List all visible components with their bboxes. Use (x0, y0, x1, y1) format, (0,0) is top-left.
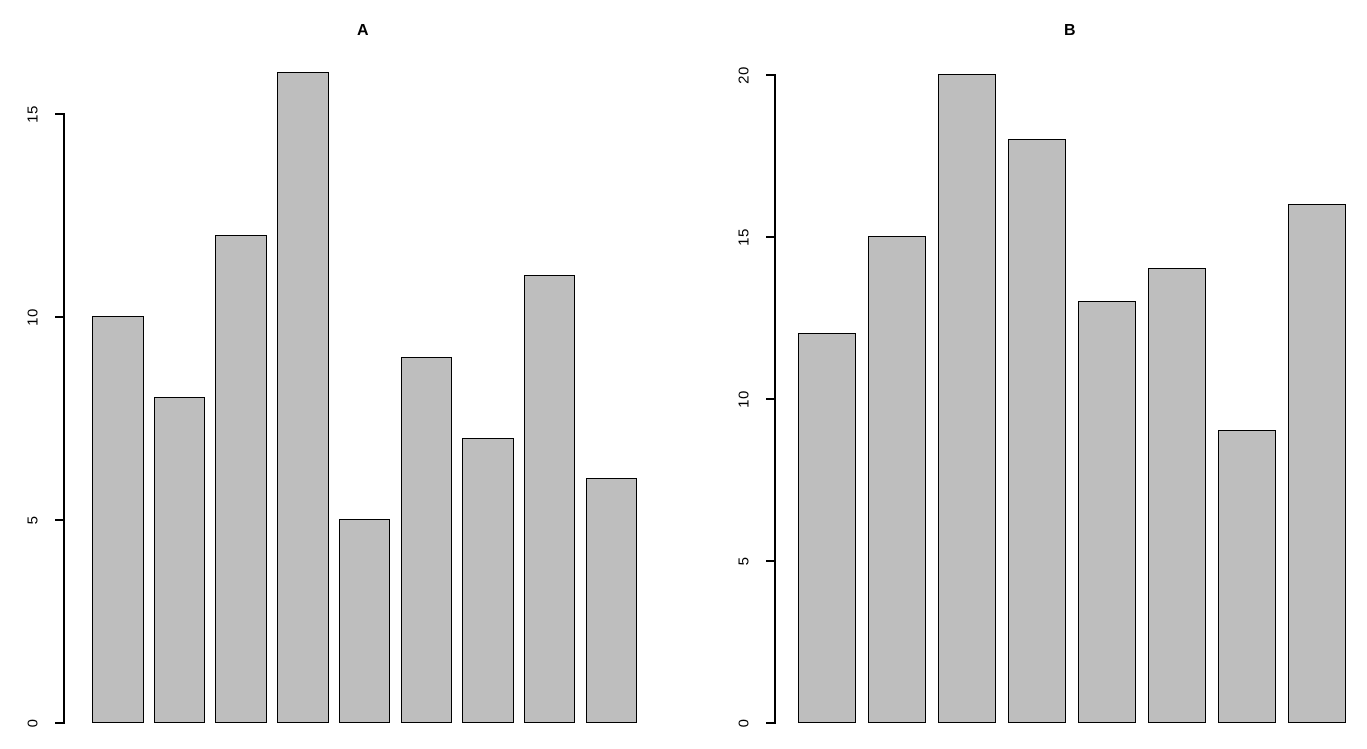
y-axis-tick (766, 398, 774, 400)
y-axis-tick (55, 316, 63, 318)
bar-chart-a-2 (153, 397, 206, 723)
bar-chart-b-5 (1078, 300, 1137, 723)
bar-chart-b-3 (938, 74, 997, 723)
y-axis-tick-label: 15 (735, 228, 753, 246)
bar-chart-a-1 (92, 316, 144, 723)
bar-chart-b-6 (1148, 268, 1207, 723)
y-axis-tick-label: 0 (735, 718, 753, 728)
y-axis-tick-label: 0 (24, 718, 42, 728)
y-axis-line (774, 74, 776, 724)
bar-chart-b-4 (1008, 138, 1067, 723)
y-axis-tick (766, 236, 774, 238)
y-axis-tick (55, 519, 63, 521)
chart-a-title: A (356, 22, 370, 39)
chart-b-title: B (1063, 22, 1077, 39)
y-axis-tick-label: 15 (24, 105, 42, 123)
y-axis-tick (55, 113, 63, 115)
y-axis-tick (766, 74, 774, 76)
bar-chart-a-6 (400, 356, 452, 723)
bar-chart-a-7 (462, 437, 514, 723)
y-axis-tick-label: 10 (24, 308, 42, 326)
y-axis-tick-label: 5 (735, 556, 753, 566)
bar-chart-b-8 (1288, 203, 1347, 723)
bar-chart-a-3 (215, 234, 267, 723)
y-axis-tick-label: 20 (735, 66, 753, 84)
y-axis-tick (766, 722, 774, 724)
bar-chart-b-7 (1218, 430, 1277, 723)
y-axis-tick-label: 10 (735, 390, 753, 408)
y-axis-line (63, 113, 65, 724)
bar-chart-a-9 (585, 478, 638, 723)
y-axis-tick (55, 722, 63, 724)
y-axis-tick (766, 560, 774, 562)
y-axis-tick-label: 5 (24, 515, 42, 525)
bar-chart-b-2 (868, 236, 927, 723)
bar-chart-a-8 (523, 275, 576, 723)
bar-chart-a-4 (277, 72, 329, 723)
bar-chart-a-5 (338, 519, 391, 723)
bar-chart-b-1 (798, 333, 857, 723)
